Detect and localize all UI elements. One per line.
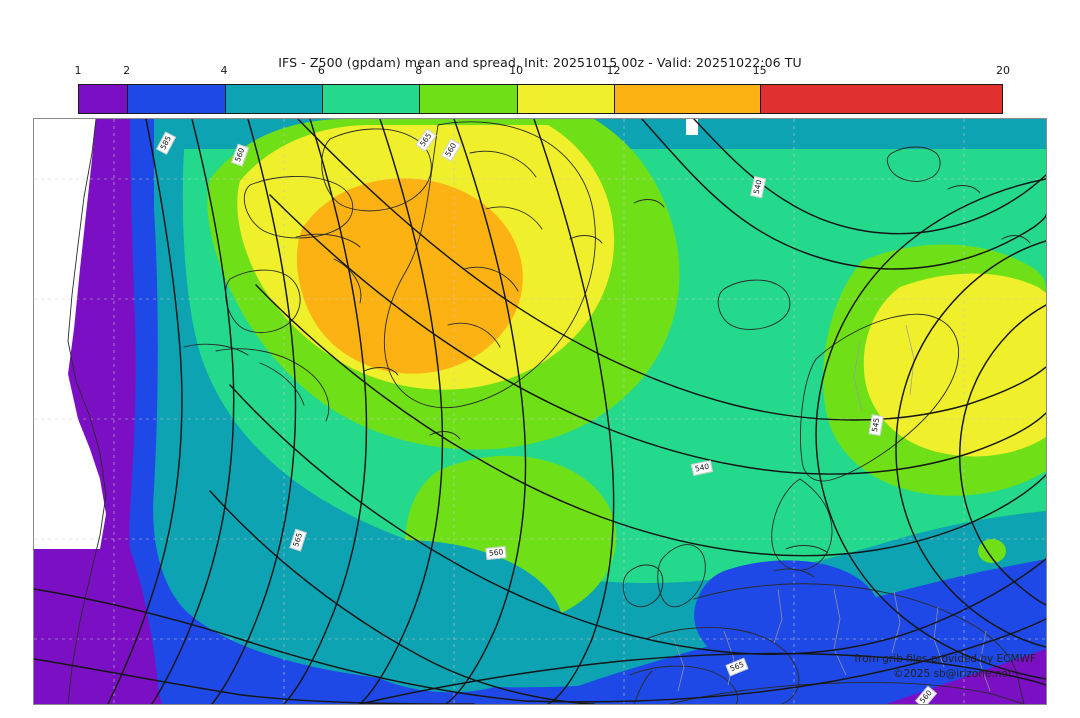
- colorbar-segment-10-12: [517, 85, 616, 113]
- colorbar-tick-1: 1: [74, 64, 82, 77]
- colorbar-tick-8: 8: [415, 64, 423, 77]
- colorbar-tick-6: 6: [317, 64, 325, 77]
- colorbar-ticks: 1 2 4 6 8 10 12 15 20: [74, 64, 1011, 80]
- colorbar-segment-4-6: [225, 85, 324, 113]
- colorbar-tick-4: 4: [220, 64, 228, 77]
- colorbar-segment-1-2: [79, 85, 129, 113]
- colorbar-tick-15: 15: [752, 64, 767, 77]
- map-graphics: .cst{fill:none;stroke:#2a2a2a;stroke-wid…: [34, 119, 1046, 704]
- colorbar-segment-8-10: [420, 85, 518, 113]
- colorbar-segment-2-4: [128, 85, 226, 113]
- map-canvas[interactable]: .cst{fill:none;stroke:#2a2a2a;stroke-wid…: [34, 119, 1046, 704]
- contour-label: 560: [485, 545, 507, 561]
- colorbar-segment-15-20: [760, 85, 1003, 113]
- colorbar-tick-2: 2: [123, 64, 131, 77]
- colorbar: 1 2 4 6 8 10 12 15 20: [75, 64, 1010, 114]
- colorbar-segment-6-8: [323, 85, 421, 113]
- colorbar-segment-12-15: [615, 85, 761, 113]
- colorbar-tick-10: 10: [509, 64, 524, 77]
- page-title: IFS - Z500 (gpdam) mean and spread, Init…: [278, 55, 802, 70]
- map-frame[interactable]: .cst{fill:none;stroke:#2a2a2a;stroke-wid…: [33, 118, 1047, 705]
- colorbar-swatches: [78, 84, 1003, 114]
- colorbar-tick-12: 12: [606, 64, 621, 77]
- colorbar-tick-20: 20: [996, 64, 1010, 77]
